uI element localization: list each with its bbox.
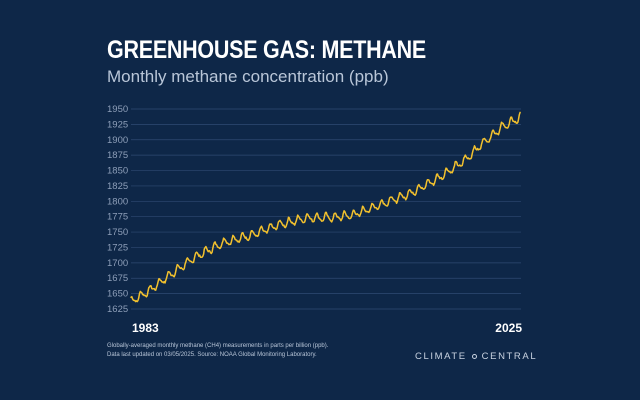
y-tick-label-1625: 1625 bbox=[107, 304, 128, 315]
footnote-line-1: Globally-averaged monthly methane (CH4) … bbox=[107, 343, 329, 349]
brand-separator-icon bbox=[471, 354, 477, 359]
x-tick-label-start: 1983 bbox=[132, 321, 159, 335]
chart-title: GREENHOUSE GAS: METHANE bbox=[107, 36, 426, 64]
y-tick-label-1700: 1700 bbox=[107, 258, 128, 269]
y-tick-label-1650: 1650 bbox=[107, 289, 128, 300]
y-tick-label-1725: 1725 bbox=[107, 242, 128, 253]
brand-right: CENTRAL bbox=[481, 351, 538, 362]
chart-subtitle: Monthly methane concentration (ppb) bbox=[107, 67, 389, 86]
y-tick-label-1775: 1775 bbox=[107, 212, 128, 223]
y-tick-label-1900: 1900 bbox=[107, 135, 128, 146]
brand-logo: CLIMATE CENTRAL bbox=[415, 351, 537, 362]
y-tick-label-1950: 1950 bbox=[107, 104, 128, 115]
footnote: Globally-averaged monthly methane (CH4) … bbox=[107, 342, 407, 360]
y-tick-label-1925: 1925 bbox=[107, 119, 128, 130]
y-tick-label-1800: 1800 bbox=[107, 196, 128, 207]
y-tick-label-1750: 1750 bbox=[107, 227, 128, 238]
brand-left: CLIMATE bbox=[415, 351, 467, 362]
y-tick-label-1850: 1850 bbox=[107, 166, 128, 177]
footnote-line-2: Data last updated on 03/05/2025. Source:… bbox=[107, 352, 317, 358]
y-tick-label-1875: 1875 bbox=[107, 150, 128, 161]
y-tick-label-1675: 1675 bbox=[107, 273, 128, 284]
y-tick-label-1825: 1825 bbox=[107, 181, 128, 192]
series-line-methane bbox=[130, 111, 521, 303]
x-tick-label-end: 2025 bbox=[495, 321, 522, 335]
